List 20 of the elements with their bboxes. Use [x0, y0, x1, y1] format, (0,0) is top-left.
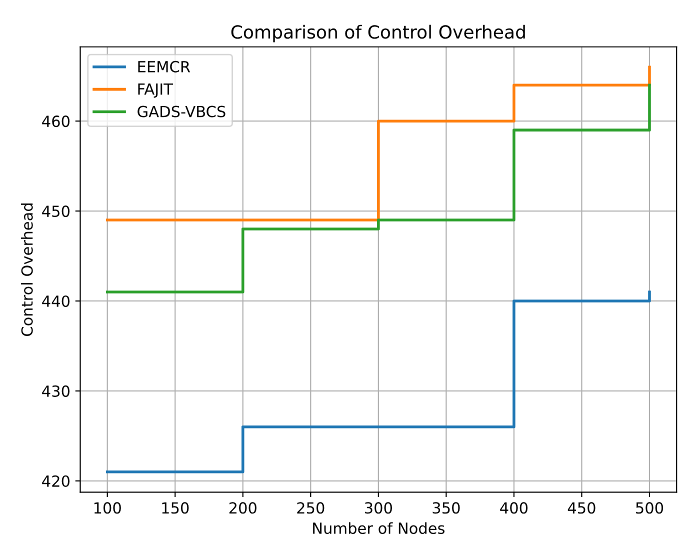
y-tick-label: 450 [42, 206, 70, 218]
legend-label: FAJIT [138, 84, 173, 98]
x-tick-label: 150 [162, 502, 189, 514]
x-tick-label: 400 [500, 502, 528, 514]
x-tick-label: 100 [94, 502, 121, 514]
y-tick-label: 440 [42, 295, 70, 308]
x-tick-label: 200 [229, 502, 256, 514]
legend-label: GADS-VBCS [138, 106, 226, 118]
y-axis-title: Control Overhead [21, 204, 33, 336]
legend-label: EEMCR [138, 60, 190, 72]
y-tick-label: 460 [42, 116, 70, 128]
y-tick-label: 430 [42, 385, 70, 397]
y-tick-label: 420 [42, 475, 70, 487]
x-tick-label: 300 [365, 502, 392, 514]
x-tick-label: 350 [432, 502, 460, 514]
x-tick-label: 250 [297, 502, 324, 514]
chart-title: Comparison of Control Overhead [231, 24, 525, 42]
x-tick-label: 450 [568, 502, 596, 514]
x-axis-title: Number of Nodes [313, 522, 444, 534]
x-tick-label: 500 [636, 502, 664, 514]
